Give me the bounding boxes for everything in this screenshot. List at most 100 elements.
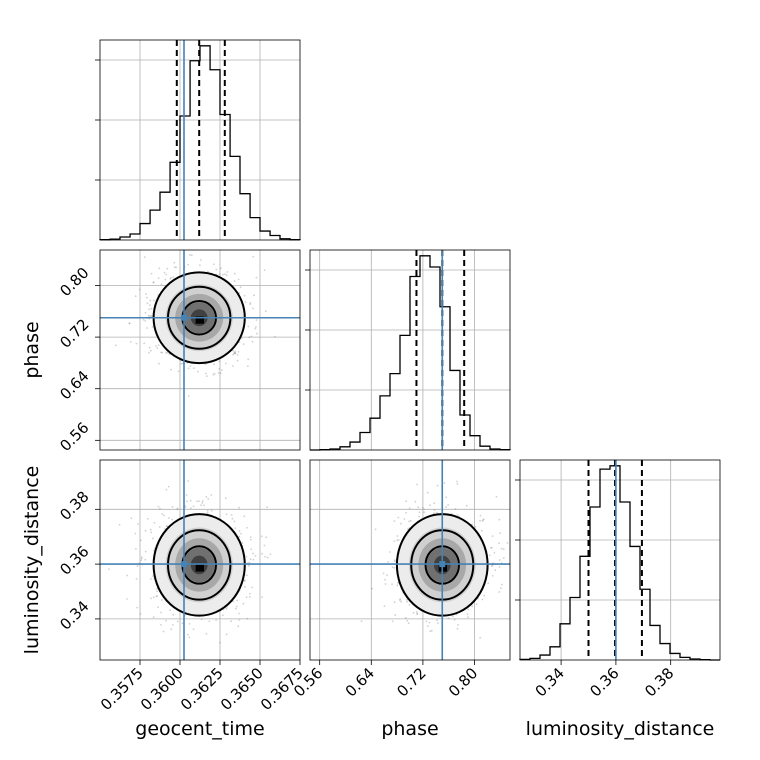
sample-point xyxy=(490,546,493,549)
sample-point xyxy=(428,621,431,624)
sample-point xyxy=(160,283,163,286)
sample-point xyxy=(502,557,505,559)
ticklabel-y-0.34: 0.34 xyxy=(56,597,92,633)
truth-marker xyxy=(181,561,187,568)
sample-point xyxy=(187,367,190,370)
sample-point xyxy=(252,552,254,555)
sample-point xyxy=(225,274,228,277)
sample-point xyxy=(151,326,154,328)
sample-point xyxy=(213,363,215,366)
sample-point xyxy=(189,254,191,256)
sample-point xyxy=(394,560,396,563)
sample-point xyxy=(150,578,152,580)
sample-point xyxy=(137,523,139,525)
ticklabel-x-0.36: 0.36 xyxy=(586,664,622,700)
sample-point xyxy=(150,315,153,317)
sample-point xyxy=(499,532,502,534)
sample-point xyxy=(114,344,117,347)
sample-point xyxy=(177,370,180,373)
ticklabel-x-0.34: 0.34 xyxy=(532,664,568,700)
sample-point xyxy=(173,266,176,269)
sample-point xyxy=(157,277,160,280)
sample-point xyxy=(399,599,401,602)
sample-point xyxy=(149,528,152,531)
sample-point xyxy=(479,636,481,639)
sample-point xyxy=(200,504,202,507)
sample-point xyxy=(490,565,493,567)
sample-point xyxy=(226,271,229,273)
sample-point xyxy=(134,295,137,298)
sample-point xyxy=(150,531,153,534)
sample-point xyxy=(170,276,172,279)
sample-point xyxy=(246,526,248,529)
sample-point xyxy=(205,632,208,635)
sample-point xyxy=(500,547,503,550)
sample-point xyxy=(498,591,501,593)
sample-point xyxy=(201,500,204,502)
sample-point xyxy=(423,511,426,514)
truth-marker xyxy=(181,314,187,321)
sample-point xyxy=(500,587,502,589)
sample-point xyxy=(196,500,198,503)
sample-point xyxy=(180,363,183,365)
ticklabel-x-0.64: 0.64 xyxy=(342,664,378,700)
x-label-luminosity_distance: luminosity_distance xyxy=(526,718,715,740)
sample-point xyxy=(108,568,110,570)
sample-point xyxy=(397,539,400,541)
sample-point xyxy=(249,592,251,595)
sample-point xyxy=(467,616,469,619)
sample-point xyxy=(151,575,154,577)
sample-point xyxy=(221,614,224,617)
sample-point xyxy=(164,278,167,281)
sample-point xyxy=(160,624,162,626)
sample-point xyxy=(156,595,158,597)
truth-marker xyxy=(439,561,446,568)
sample-point xyxy=(148,308,150,311)
sample-point xyxy=(144,558,147,561)
sample-point xyxy=(207,498,210,500)
sample-point xyxy=(145,293,147,295)
sample-point xyxy=(169,609,171,611)
sample-point xyxy=(249,302,252,304)
sample-point xyxy=(482,518,485,521)
sample-point xyxy=(249,538,252,541)
sample-point xyxy=(148,304,151,307)
sample-point xyxy=(447,504,449,506)
sample-point xyxy=(433,502,436,505)
sample-point xyxy=(234,350,237,353)
sample-point xyxy=(166,351,169,354)
sample-point xyxy=(261,596,263,598)
histogram-luminosity_distance xyxy=(519,465,720,661)
sample-point xyxy=(158,526,161,528)
sample-point xyxy=(149,315,151,318)
sample-point xyxy=(165,488,168,491)
sample-point xyxy=(187,633,189,636)
sample-point xyxy=(158,362,160,365)
panel-geocent_time-phase: 0.56 0.64 0.72 0.80 xyxy=(56,249,301,455)
sample-point xyxy=(152,281,155,283)
sample-point xyxy=(165,273,168,276)
sample-point xyxy=(225,633,228,636)
sample-point xyxy=(421,506,424,509)
sample-point xyxy=(418,515,420,518)
sample-point xyxy=(204,372,207,375)
sample-point xyxy=(160,599,163,601)
sample-point xyxy=(454,508,457,510)
sample-point xyxy=(488,554,491,557)
sample-point xyxy=(396,539,399,542)
sample-point xyxy=(155,595,158,598)
sample-point xyxy=(408,507,411,510)
sample-point xyxy=(445,506,448,508)
sample-point xyxy=(387,561,390,563)
sample-point xyxy=(143,342,146,345)
sample-point xyxy=(139,613,142,615)
sample-point xyxy=(151,537,154,540)
panel-frame xyxy=(519,459,721,661)
sample-point xyxy=(166,525,169,528)
sample-point xyxy=(231,517,234,520)
sample-point xyxy=(457,624,459,626)
sample-point xyxy=(233,352,236,355)
sample-point xyxy=(383,605,386,607)
sample-point xyxy=(215,268,218,271)
sample-point xyxy=(405,599,408,601)
